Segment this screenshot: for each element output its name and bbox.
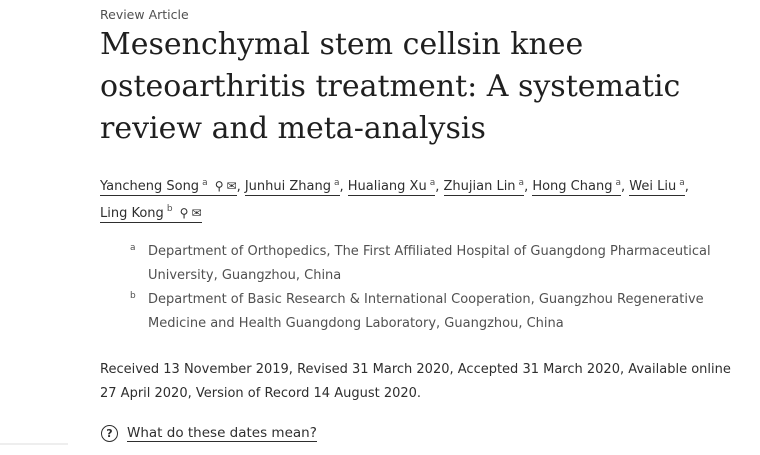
author-name: Hong Chang <box>532 179 613 195</box>
affiliation-marker: a <box>333 178 340 188</box>
affiliation-marker: a <box>518 178 525 188</box>
author-name: Hualiang Xu <box>347 179 427 195</box>
mail-icon: ✉ <box>191 205 202 220</box>
author-list: Yancheng Song a ⚲ ✉, Junhui Zhang a, Hualia… <box>100 178 689 223</box>
author-name: Yancheng Song <box>100 179 200 195</box>
author-name: Zhujian Lin <box>443 179 516 195</box>
dates-help: ? What do these dates mean? <box>101 425 317 442</box>
author-link[interactable]: Hualiang Xu a <box>347 178 436 197</box>
article-type: Review Article <box>100 7 189 22</box>
affiliations: a Department of Orthopedics, The First Af… <box>130 240 750 336</box>
affiliation-marker: a <box>429 178 436 188</box>
affiliation-marker: a <box>679 178 685 188</box>
author-link[interactable]: Hong Chang a <box>532 178 621 197</box>
affiliation: b Department of Basic Research & Internat… <box>130 288 750 336</box>
article-title: Mesenchymal stem cellsin knee osteoarthr… <box>100 27 681 146</box>
mail-icon: ✉ <box>226 179 237 194</box>
affiliation-marker: a <box>202 178 208 188</box>
affiliation-label: a <box>130 243 136 253</box>
person-icon: ⚲ <box>179 205 189 220</box>
author-name: Wei Liu <box>629 179 677 195</box>
article-dates: Received 13 November 2019, Revised 31 Ma… <box>100 362 731 401</box>
person-icon: ⚲ <box>214 179 224 194</box>
author-link[interactable]: Wei Liu a <box>629 178 685 197</box>
divider <box>0 443 68 445</box>
author-name: Ling Kong <box>100 205 164 221</box>
author-name: Junhui Zhang <box>244 179 331 195</box>
dates-help-link[interactable]: What do these dates mean? <box>127 425 317 442</box>
affiliation-text: Department of Orthopedics, The First Aff… <box>148 244 711 283</box>
question-circle-icon: ? <box>101 425 118 442</box>
author-link[interactable]: Yancheng Song a ⚲ ✉ <box>100 178 237 197</box>
affiliation-marker: b <box>166 204 173 215</box>
affiliation-text: Department of Basic Research & Internati… <box>148 292 704 331</box>
author-link[interactable]: Junhui Zhang a <box>244 178 340 197</box>
affiliation-label: b <box>130 291 136 301</box>
author-link[interactable]: Ling Kong b ⚲ ✉ <box>100 204 202 223</box>
author-link[interactable]: Zhujian Lin a <box>443 178 525 197</box>
affiliation-marker: a <box>615 178 621 188</box>
affiliation: a Department of Orthopedics, The First Af… <box>130 240 750 288</box>
